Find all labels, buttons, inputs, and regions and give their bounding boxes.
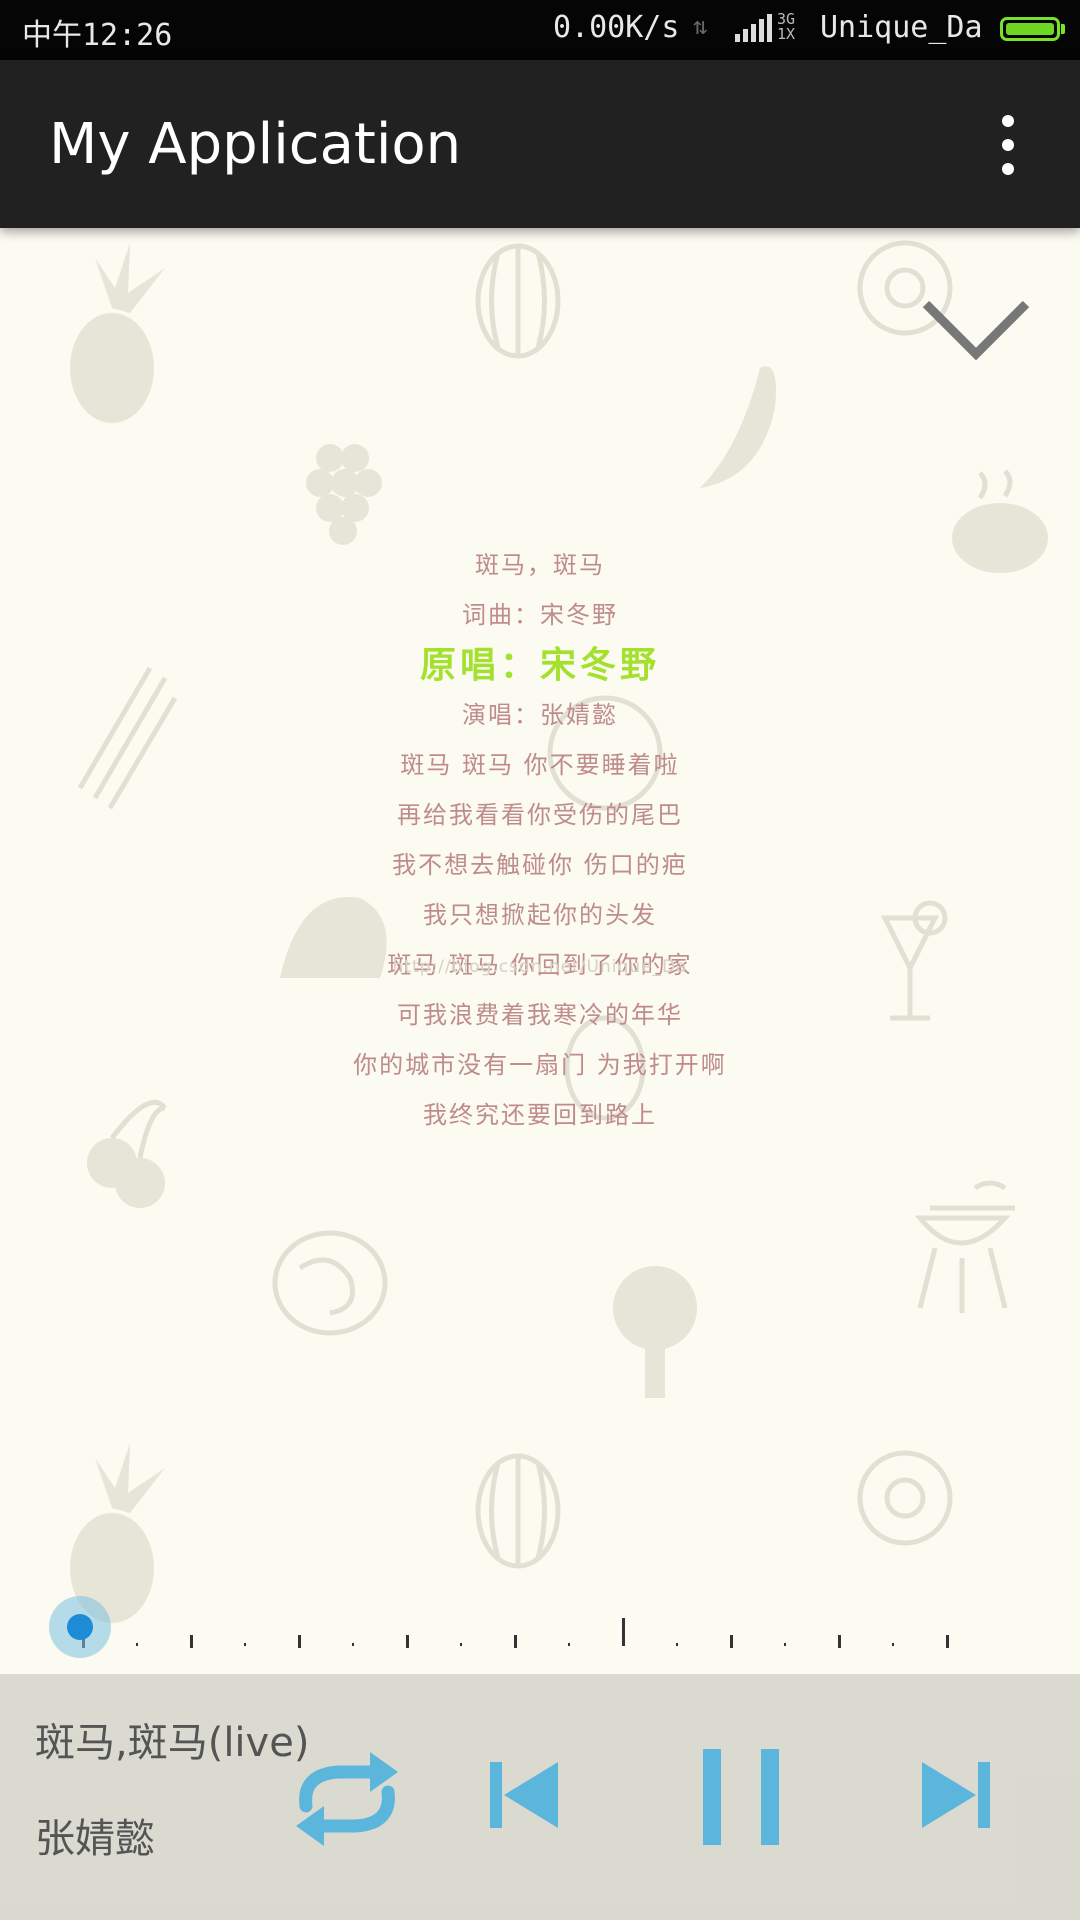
carrier-name: Unique_Da: [820, 10, 983, 45]
network-type-top: 3G: [777, 10, 796, 28]
lyric-line: 演唱：张婧懿: [462, 701, 618, 729]
broccoli-doodle: [613, 1266, 697, 1398]
seek-tick: [838, 1635, 841, 1648]
lyrics-view[interactable]: 斑马，斑马词曲：宋冬野原唱：宋冬野演唱：张婧懿斑马 斑马 你不要睡着啦 再给我看看…: [0, 540, 1080, 1140]
seek-tick: [298, 1635, 301, 1648]
lyric-line: 再给我看看你受伤的尾巴: [397, 801, 683, 829]
lyric-line: 我终究还要回到路上: [423, 1101, 657, 1129]
player-control-panel: 斑马,斑马(live) 张婧懿: [0, 1674, 1080, 1920]
steak-doodle: [952, 469, 1048, 573]
seek-tick: [460, 1643, 462, 1646]
lyric-line: 我只想掀起你的头发: [423, 901, 657, 929]
seek-tick: [622, 1618, 625, 1646]
bbq-grill-doodle: [914, 1180, 1015, 1313]
seek-tick: [784, 1643, 786, 1646]
watermelon-doodle-lower: [475, 1453, 561, 1569]
app-title: My Application: [49, 112, 462, 177]
lyric-line: 你的城市没有一扇门 为我打开啊: [353, 1051, 727, 1079]
donut-doodle: [857, 240, 953, 336]
seek-bar-thumb[interactable]: [67, 1614, 93, 1640]
status-bar: 中午12:26 0.00K/s ⇅ 3G 1X Unique_Da: [0, 0, 1080, 60]
repeat-icon[interactable]: [284, 1744, 410, 1854]
seek-bar-track[interactable]: [80, 1600, 1020, 1650]
cherries-doodle: [87, 1099, 167, 1208]
asparagus-doodle: [77, 666, 178, 810]
lyric-line: 斑马 斑马 你回到了你的家: [387, 951, 693, 979]
battery-icon: [1000, 17, 1060, 41]
pause-icon[interactable]: [703, 1749, 779, 1845]
seek-tick: [946, 1635, 949, 1648]
skip-previous-icon[interactable]: [490, 1762, 558, 1828]
food-pattern-background: [70, 240, 1048, 1623]
seek-tick: [568, 1643, 570, 1646]
watermark-text: http://blog.csdn.net/Unique_Da: [392, 957, 688, 977]
banana-doodle: [700, 366, 776, 488]
seek-tick: [136, 1643, 138, 1646]
lyric-line-current: 原唱：宋冬野: [419, 644, 660, 686]
bacon-doodle: [272, 1230, 388, 1336]
network-type-bottom: 1X: [777, 25, 796, 43]
egg-doodle: [564, 1015, 646, 1121]
lyric-line: 词曲：宋冬野: [462, 601, 618, 629]
network-speed: 0.00K/s: [553, 10, 680, 45]
lyric-line: 可我浪费着我寒冷的年华: [397, 1001, 683, 1029]
roast-chicken-doodle: [280, 897, 387, 978]
lyric-line: 斑马，斑马: [475, 551, 605, 579]
donut-doodle-lower: [857, 1450, 953, 1546]
seek-tick: [406, 1635, 409, 1648]
status-time: 中午12:26: [22, 18, 173, 53]
seek-tick: [244, 1643, 246, 1646]
seek-tick: [352, 1643, 354, 1646]
pineapple-doodle-lower: [70, 1443, 165, 1623]
pineapple-doodle: [70, 243, 165, 423]
watermelon-doodle: [475, 243, 561, 359]
more-vert-icon[interactable]: [990, 115, 1026, 175]
signal-icon: [735, 14, 772, 42]
lyric-line: 我不想去触碰你 伤口的疤: [392, 851, 688, 879]
network-type-badge: 3G 1X: [777, 12, 795, 42]
song-title: 斑马,斑马(live): [35, 1720, 310, 1766]
seek-tick: [730, 1635, 733, 1648]
seek-tick: [892, 1643, 894, 1646]
lyric-line: 斑马 斑马 你不要睡着啦: [400, 751, 680, 779]
grapes-doodle: [306, 444, 382, 545]
cocktail-doodle: [880, 900, 948, 1021]
app-bar: My Application: [0, 60, 1080, 228]
data-transfer-icon: ⇅: [693, 12, 708, 40]
battery-level: [1006, 23, 1054, 35]
chevron-down-icon[interactable]: [920, 296, 1032, 366]
seek-tick: [190, 1635, 193, 1648]
seek-tick: [676, 1643, 678, 1646]
song-artist: 张婧懿: [35, 1816, 155, 1862]
skip-next-icon[interactable]: [922, 1762, 990, 1828]
seek-tick: [514, 1635, 517, 1648]
citrus-doodle: [547, 695, 663, 811]
battery-tip: [1061, 24, 1065, 34]
